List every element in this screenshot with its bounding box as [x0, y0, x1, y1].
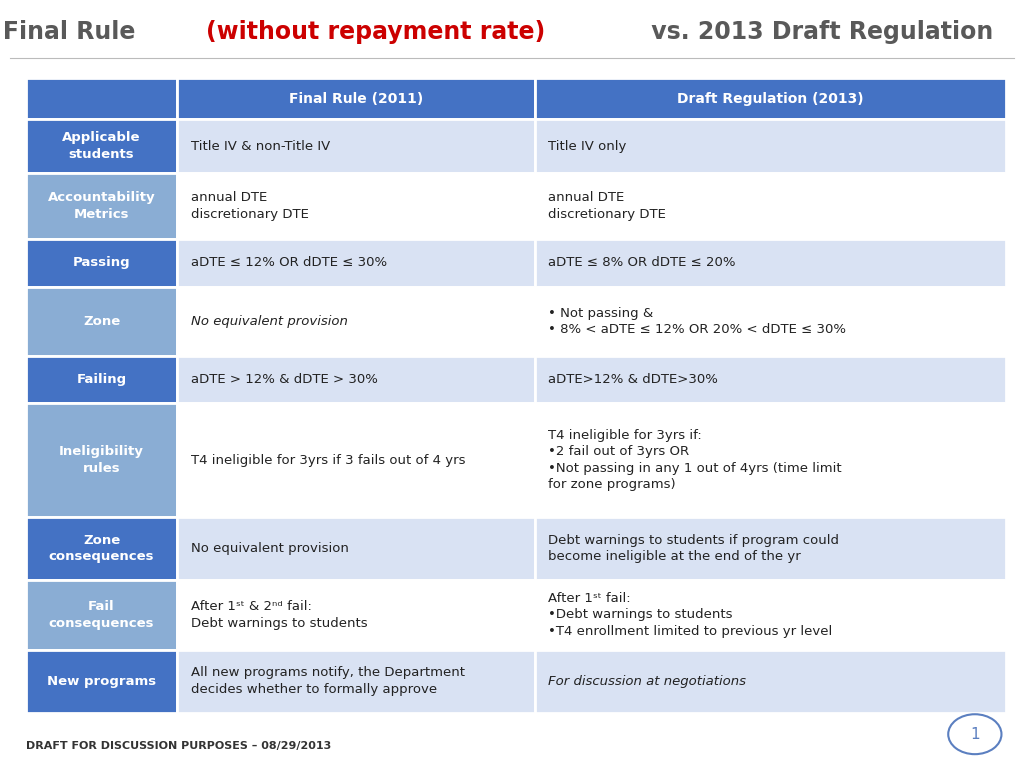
- Text: aDTE ≤ 8% OR dDTE ≤ 20%: aDTE ≤ 8% OR dDTE ≤ 20%: [549, 257, 736, 270]
- Text: For discussion at negotiations: For discussion at negotiations: [549, 674, 746, 687]
- Bar: [536, 240, 1006, 286]
- Bar: [536, 173, 1006, 240]
- Text: 1: 1: [970, 727, 980, 742]
- Bar: [26, 286, 177, 356]
- Text: T4 ineligible for 3yrs if:
•2 fail out of 3yrs OR
•Not passing in any 1 out of 4: T4 ineligible for 3yrs if: •2 fail out o…: [549, 429, 842, 492]
- Bar: [26, 240, 177, 286]
- Bar: [536, 650, 1006, 713]
- Text: aDTE>12% & dDTE>30%: aDTE>12% & dDTE>30%: [549, 373, 719, 386]
- Text: Title IV only: Title IV only: [549, 140, 627, 153]
- Bar: [177, 240, 536, 286]
- Bar: [26, 356, 177, 403]
- Text: T4 ineligible for 3yrs if 3 fails out of 4 yrs: T4 ineligible for 3yrs if 3 fails out of…: [190, 454, 465, 467]
- Bar: [177, 173, 536, 240]
- Bar: [177, 356, 536, 403]
- Bar: [177, 580, 536, 650]
- Bar: [26, 517, 177, 580]
- Bar: [536, 580, 1006, 650]
- Text: Passing: Passing: [73, 257, 130, 270]
- Text: Zone
consequences: Zone consequences: [49, 534, 155, 564]
- Bar: [536, 78, 1006, 119]
- Text: Failing: Failing: [77, 373, 127, 386]
- Bar: [177, 517, 536, 580]
- Text: Debt warnings to students if program could
become ineligible at the end of the y: Debt warnings to students if program cou…: [549, 534, 840, 564]
- Text: • Not passing &
• 8% < aDTE ≤ 12% OR 20% < dDTE ≤ 30%: • Not passing & • 8% < aDTE ≤ 12% OR 20%…: [549, 306, 847, 336]
- Bar: [26, 580, 177, 650]
- Bar: [26, 119, 177, 173]
- Bar: [177, 403, 536, 517]
- Text: Draft Regulation (2013): Draft Regulation (2013): [677, 92, 863, 106]
- Bar: [26, 403, 177, 517]
- Text: DRAFT FOR DISCUSSION PURPOSES – 08/29/2013: DRAFT FOR DISCUSSION PURPOSES – 08/29/20…: [26, 741, 331, 752]
- Text: No equivalent provision: No equivalent provision: [190, 542, 349, 555]
- Text: vs. 2013 Draft Regulation: vs. 2013 Draft Regulation: [643, 20, 993, 45]
- Text: All new programs notify, the Department
decides whether to formally approve: All new programs notify, the Department …: [190, 667, 465, 696]
- Text: aDTE > 12% & dDTE > 30%: aDTE > 12% & dDTE > 30%: [190, 373, 378, 386]
- Text: New programs: New programs: [47, 674, 156, 687]
- Bar: [536, 356, 1006, 403]
- Text: 2011 Final Rule: 2011 Final Rule: [0, 20, 143, 45]
- Bar: [536, 403, 1006, 517]
- Text: Ineligibility
rules: Ineligibility rules: [59, 445, 144, 475]
- Bar: [177, 286, 536, 356]
- Text: Accountability
Metrics: Accountability Metrics: [48, 191, 156, 221]
- Bar: [26, 650, 177, 713]
- Bar: [177, 650, 536, 713]
- Text: annual DTE
discretionary DTE: annual DTE discretionary DTE: [549, 191, 667, 221]
- Bar: [536, 517, 1006, 580]
- Bar: [536, 119, 1006, 173]
- Bar: [26, 78, 177, 119]
- Text: aDTE ≤ 12% OR dDTE ≤ 30%: aDTE ≤ 12% OR dDTE ≤ 30%: [190, 257, 387, 270]
- Text: No equivalent provision: No equivalent provision: [190, 315, 348, 328]
- Text: Fail
consequences: Fail consequences: [49, 600, 155, 630]
- Text: Final Rule (2011): Final Rule (2011): [289, 92, 424, 106]
- Text: After 1ˢᵗ & 2ⁿᵈ fail:
Debt warnings to students: After 1ˢᵗ & 2ⁿᵈ fail: Debt warnings to s…: [190, 600, 368, 630]
- Bar: [26, 173, 177, 240]
- Text: annual DTE
discretionary DTE: annual DTE discretionary DTE: [190, 191, 308, 221]
- Text: (without repayment rate): (without repayment rate): [206, 20, 545, 45]
- Bar: [177, 119, 536, 173]
- Text: Title IV & non-Title IV: Title IV & non-Title IV: [190, 140, 330, 153]
- Text: After 1ˢᵗ fail:
•Debt warnings to students
•T4 enrollment limited to previous yr: After 1ˢᵗ fail: •Debt warnings to studen…: [549, 592, 833, 638]
- Text: Zone: Zone: [83, 315, 120, 328]
- Text: Applicable
students: Applicable students: [62, 131, 140, 161]
- Bar: [536, 286, 1006, 356]
- Bar: [177, 78, 536, 119]
